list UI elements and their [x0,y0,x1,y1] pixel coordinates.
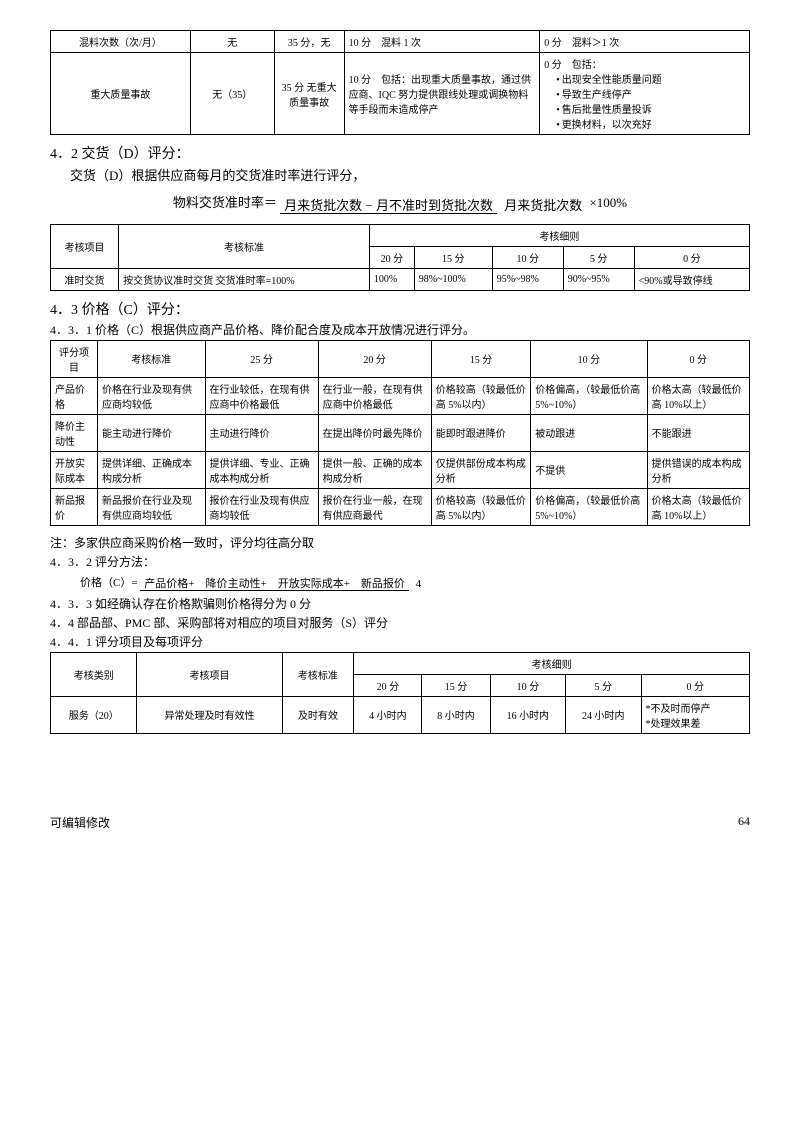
table-row: 新品报价新品报价在行业及现有供应商均较低报价在行业及现有供应商均较低报价在行业一… [51,488,750,525]
cell: *不及时而停产 *处理效果差 [641,696,750,733]
section-4-2-title: 4．2 交货（D）评分： [50,143,750,163]
cell: 16 小时内 [490,696,565,733]
table-row: 重大质量事故 无（35） 35 分 无重大质量事故 10 分 包括：出现重大质量… [51,53,750,135]
col-header: 20 分 [318,340,431,377]
cell: 准时交货 [51,268,119,290]
header-item: 考核项目 [51,224,119,268]
cell: 按交货协议准时交货 交货准时率=100% [119,268,370,290]
col-header: 5 分 [566,674,641,696]
col-header: 5 分 [563,246,634,268]
table-delivery: 考核项目 考核标准 考核细则 20 分 15 分 10 分 5 分 0 分 准时… [50,224,750,291]
section-4-3-1: 4．3．1 价格（C）根据供应商产品价格、降价配合度及成本开放情况进行评分。 [50,321,750,338]
cell: 24 小时内 [566,696,641,733]
cell: 及时有效 [282,696,354,733]
table-quality: 混料次数（次/月） 无 35 分，无 10 分 混料 1 次 0 分 混料＞1 … [50,30,750,135]
header-cat: 考核类别 [51,652,137,696]
cell: 服务（20） [51,696,137,733]
cell: <90%或导致停线 [634,268,749,290]
table-service: 考核类别 考核项目 考核标准 考核细则 20 分 15 分 10 分 5 分 0… [50,652,750,734]
cell: 0 分 包括： 出现安全性能质量问题 导致生产线停产 售后批量性质量投诉 更换材… [540,53,750,135]
header-std: 考核标准 [119,224,370,268]
table-row: 开放实际成本提供详细、正确成本构成分析提供详细、专业、正确成本构成分析提供一般、… [51,451,750,488]
col-header: 0 分 [647,340,749,377]
cell: 异常处理及时有效性 [137,696,282,733]
section-4-2-sub: 交货（D）根据供应商每月的交货准时率进行评分， [70,165,750,184]
formula-delivery-rate: 物料交货准时率＝ 月来货批次数 − 月不准时到货批次数 月来货批次数 ×100% [50,192,750,214]
col-header: 考核标准 [98,340,205,377]
header-detail: 考核细则 [354,652,750,674]
footer-page-number: 64 [738,814,750,831]
col-header: 评分项目 [51,340,98,377]
cell: 100% [369,268,414,290]
cell: 35 分 无重大质量事故 [274,53,344,135]
cell: 98%~100% [414,268,492,290]
cell: 4 小时内 [354,696,422,733]
header-item: 考核项目 [137,652,282,696]
header-detail: 考核细则 [369,224,749,246]
note-price-tie: 注：多家供应商采购价格一致时，评分均往高分取 [50,534,750,551]
col-header: 10 分 [492,246,563,268]
cell: 95%~98% [492,268,563,290]
section-4-4-1: 4．4．1 评分项目及每项评分 [50,633,750,650]
header-std: 考核标准 [282,652,354,696]
col-header: 15 分 [431,340,531,377]
section-4-3-2: 4．3．2 评分方法： [50,553,750,570]
section-4-3-title: 4．3 价格（C）评分： [50,299,750,319]
footer-left: 可编辑修改 [50,814,538,831]
table-price: 评分项目 考核标准 25 分 20 分 15 分 10 分 0 分 产品价格价格… [50,340,750,526]
col-header: 0 分 [634,246,749,268]
cell: 无 [190,31,274,53]
table-row: 降价主动性能主动进行降价主动进行降价在提出降价时最先降价能即时跟进降价被动跟进不… [51,414,750,451]
cell: 混料次数（次/月） [51,31,191,53]
cell: 无（35） [190,53,274,135]
col-header: 10 分 [531,340,647,377]
cell: 8 小时内 [422,696,490,733]
cell: 10 分 混料 1 次 [344,31,540,53]
cell: 35 分，无 [274,31,344,53]
col-header: 20 分 [354,674,422,696]
section-4-4: 4．4 部品部、PMC 部、采购部将对相应的项目对服务（S）评分 [50,614,750,631]
cell: 重大质量事故 [51,53,191,135]
col-header: 20 分 [369,246,414,268]
table-row: 产品价格价格在行业及现有供应商均较低在行业较低，在现有供应商中价格最低在行业一般… [51,377,750,414]
page-footer: 可编辑修改 64 [50,814,750,831]
col-header: 10 分 [490,674,565,696]
table-row: 服务（20） 异常处理及时有效性 及时有效 4 小时内 8 小时内 16 小时内… [51,696,750,733]
section-4-3-3: 4．3．3 如经确认存在价格欺骗则价格得分为 0 分 [50,595,750,612]
col-header: 25 分 [205,340,318,377]
table-row: 准时交货 按交货协议准时交货 交货准时率=100% 100% 98%~100% … [51,268,750,290]
cell: 10 分 包括：出现重大质量事故，通过供应商、IQC 努力提供跟线处理或调换物料… [344,53,540,135]
cell: 0 分 混料＞1 次 [540,31,750,53]
cell: 90%~95% [563,268,634,290]
col-header: 15 分 [414,246,492,268]
formula-price-c: 价格（C）= 产品价格+ 降价主动性+ 开放实际成本+ 新品报价 4 [80,574,750,591]
col-header: 0 分 [641,674,750,696]
col-header: 15 分 [422,674,490,696]
table-row: 混料次数（次/月） 无 35 分，无 10 分 混料 1 次 0 分 混料＞1 … [51,31,750,53]
